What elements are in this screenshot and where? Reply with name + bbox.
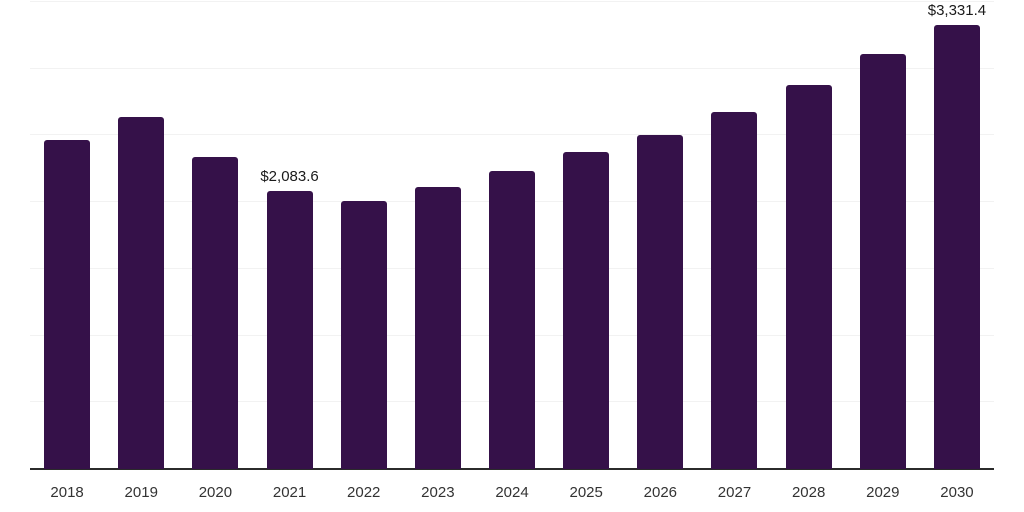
bar-2030 bbox=[933, 24, 980, 469]
bar-2028 bbox=[785, 85, 832, 469]
bar-2025 bbox=[563, 152, 610, 469]
x-axis-label-2028: 2028 bbox=[791, 484, 826, 501]
x-axis-line bbox=[30, 468, 994, 470]
x-axis-label-2018: 2018 bbox=[50, 484, 84, 501]
bar-2021 bbox=[266, 191, 313, 469]
gridline-2500 bbox=[30, 134, 994, 136]
plot-area: $2,083.6 $3,331.4 bbox=[30, 1, 994, 470]
x-axis-label-2024: 2024 bbox=[495, 484, 529, 501]
bar-2019 bbox=[118, 116, 165, 469]
x-axis-label-2020: 2020 bbox=[198, 484, 233, 501]
x-axis: 2018 2019 2020 2021 2022 2023 2024 2025 2026 2027… bbox=[30, 483, 994, 503]
x-axis-label-2026: 2026 bbox=[643, 484, 678, 501]
bar-2020 bbox=[192, 156, 239, 469]
x-axis-label-2021: 2021 bbox=[272, 484, 307, 501]
bar-2022 bbox=[340, 200, 387, 469]
data-label-2030: $3,331.4 bbox=[927, 1, 987, 19]
bar-2018 bbox=[44, 140, 91, 469]
x-axis-label-2025: 2025 bbox=[569, 484, 603, 501]
bar-2029 bbox=[859, 54, 906, 469]
bar-2026 bbox=[637, 135, 684, 469]
x-axis-label-2023: 2023 bbox=[421, 484, 455, 501]
data-label-2021: $2,083.6 bbox=[260, 168, 319, 185]
x-axis-label-2019: 2019 bbox=[124, 484, 158, 501]
x-axis-label-2030: 2030 bbox=[940, 484, 974, 501]
x-axis-label-2027: 2027 bbox=[717, 484, 752, 501]
bar-2023 bbox=[414, 186, 461, 469]
gridline-3500 bbox=[30, 1, 994, 2]
bar-2027 bbox=[711, 112, 758, 469]
x-axis-label-2029: 2029 bbox=[866, 484, 900, 501]
bar-2024 bbox=[489, 170, 535, 469]
x-axis-label-2022: 2022 bbox=[347, 484, 381, 501]
gridline-3000 bbox=[30, 67, 994, 69]
